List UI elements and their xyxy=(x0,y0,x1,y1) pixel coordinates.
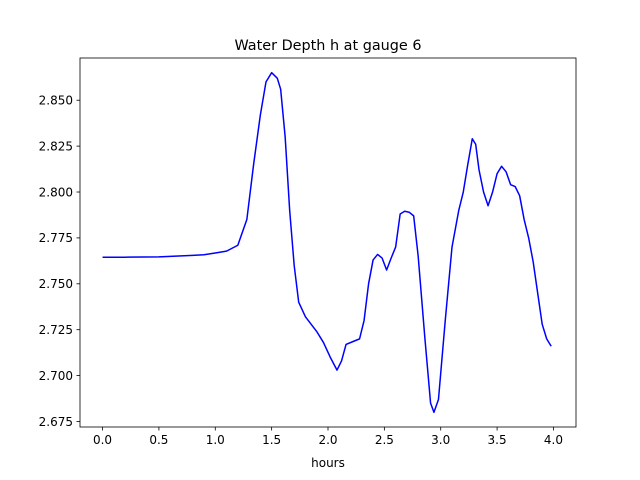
x-axis-label: hours xyxy=(311,456,345,470)
y-tick-label: 2.750 xyxy=(39,277,73,291)
axes-frame xyxy=(79,57,577,428)
chart-title: Water Depth h at gauge 6 xyxy=(234,38,421,54)
x-tick-label: 0.0 xyxy=(93,433,112,447)
y-tick-label: 2.775 xyxy=(39,231,73,245)
x-tick-label: 1.5 xyxy=(262,433,281,447)
y-tick-label: 2.825 xyxy=(39,139,73,153)
x-tick-label: 3.5 xyxy=(488,433,507,447)
plot-area: 0.0 0.5 1.0 1.5 2.0 2.5 3.0 3.5 4.0 2.675 2.700 2.7… xyxy=(39,57,577,447)
y-tick-label: 2.725 xyxy=(39,323,73,337)
x-tick-label: 1.0 xyxy=(206,433,225,447)
y-tick-label: 2.700 xyxy=(39,369,73,383)
x-tick-label: 0.5 xyxy=(149,433,168,447)
x-tick-label: 2.5 xyxy=(375,433,394,447)
y-tick-label: 2.850 xyxy=(39,94,73,108)
series-line-0 xyxy=(102,71,552,414)
x-tick-label: 4.0 xyxy=(544,433,563,447)
x-tick-label: 2.0 xyxy=(318,433,337,447)
x-tick-label: 3.0 xyxy=(431,433,450,447)
y-tick-label: 2.675 xyxy=(39,415,73,429)
y-tick-label: 2.800 xyxy=(39,185,73,199)
